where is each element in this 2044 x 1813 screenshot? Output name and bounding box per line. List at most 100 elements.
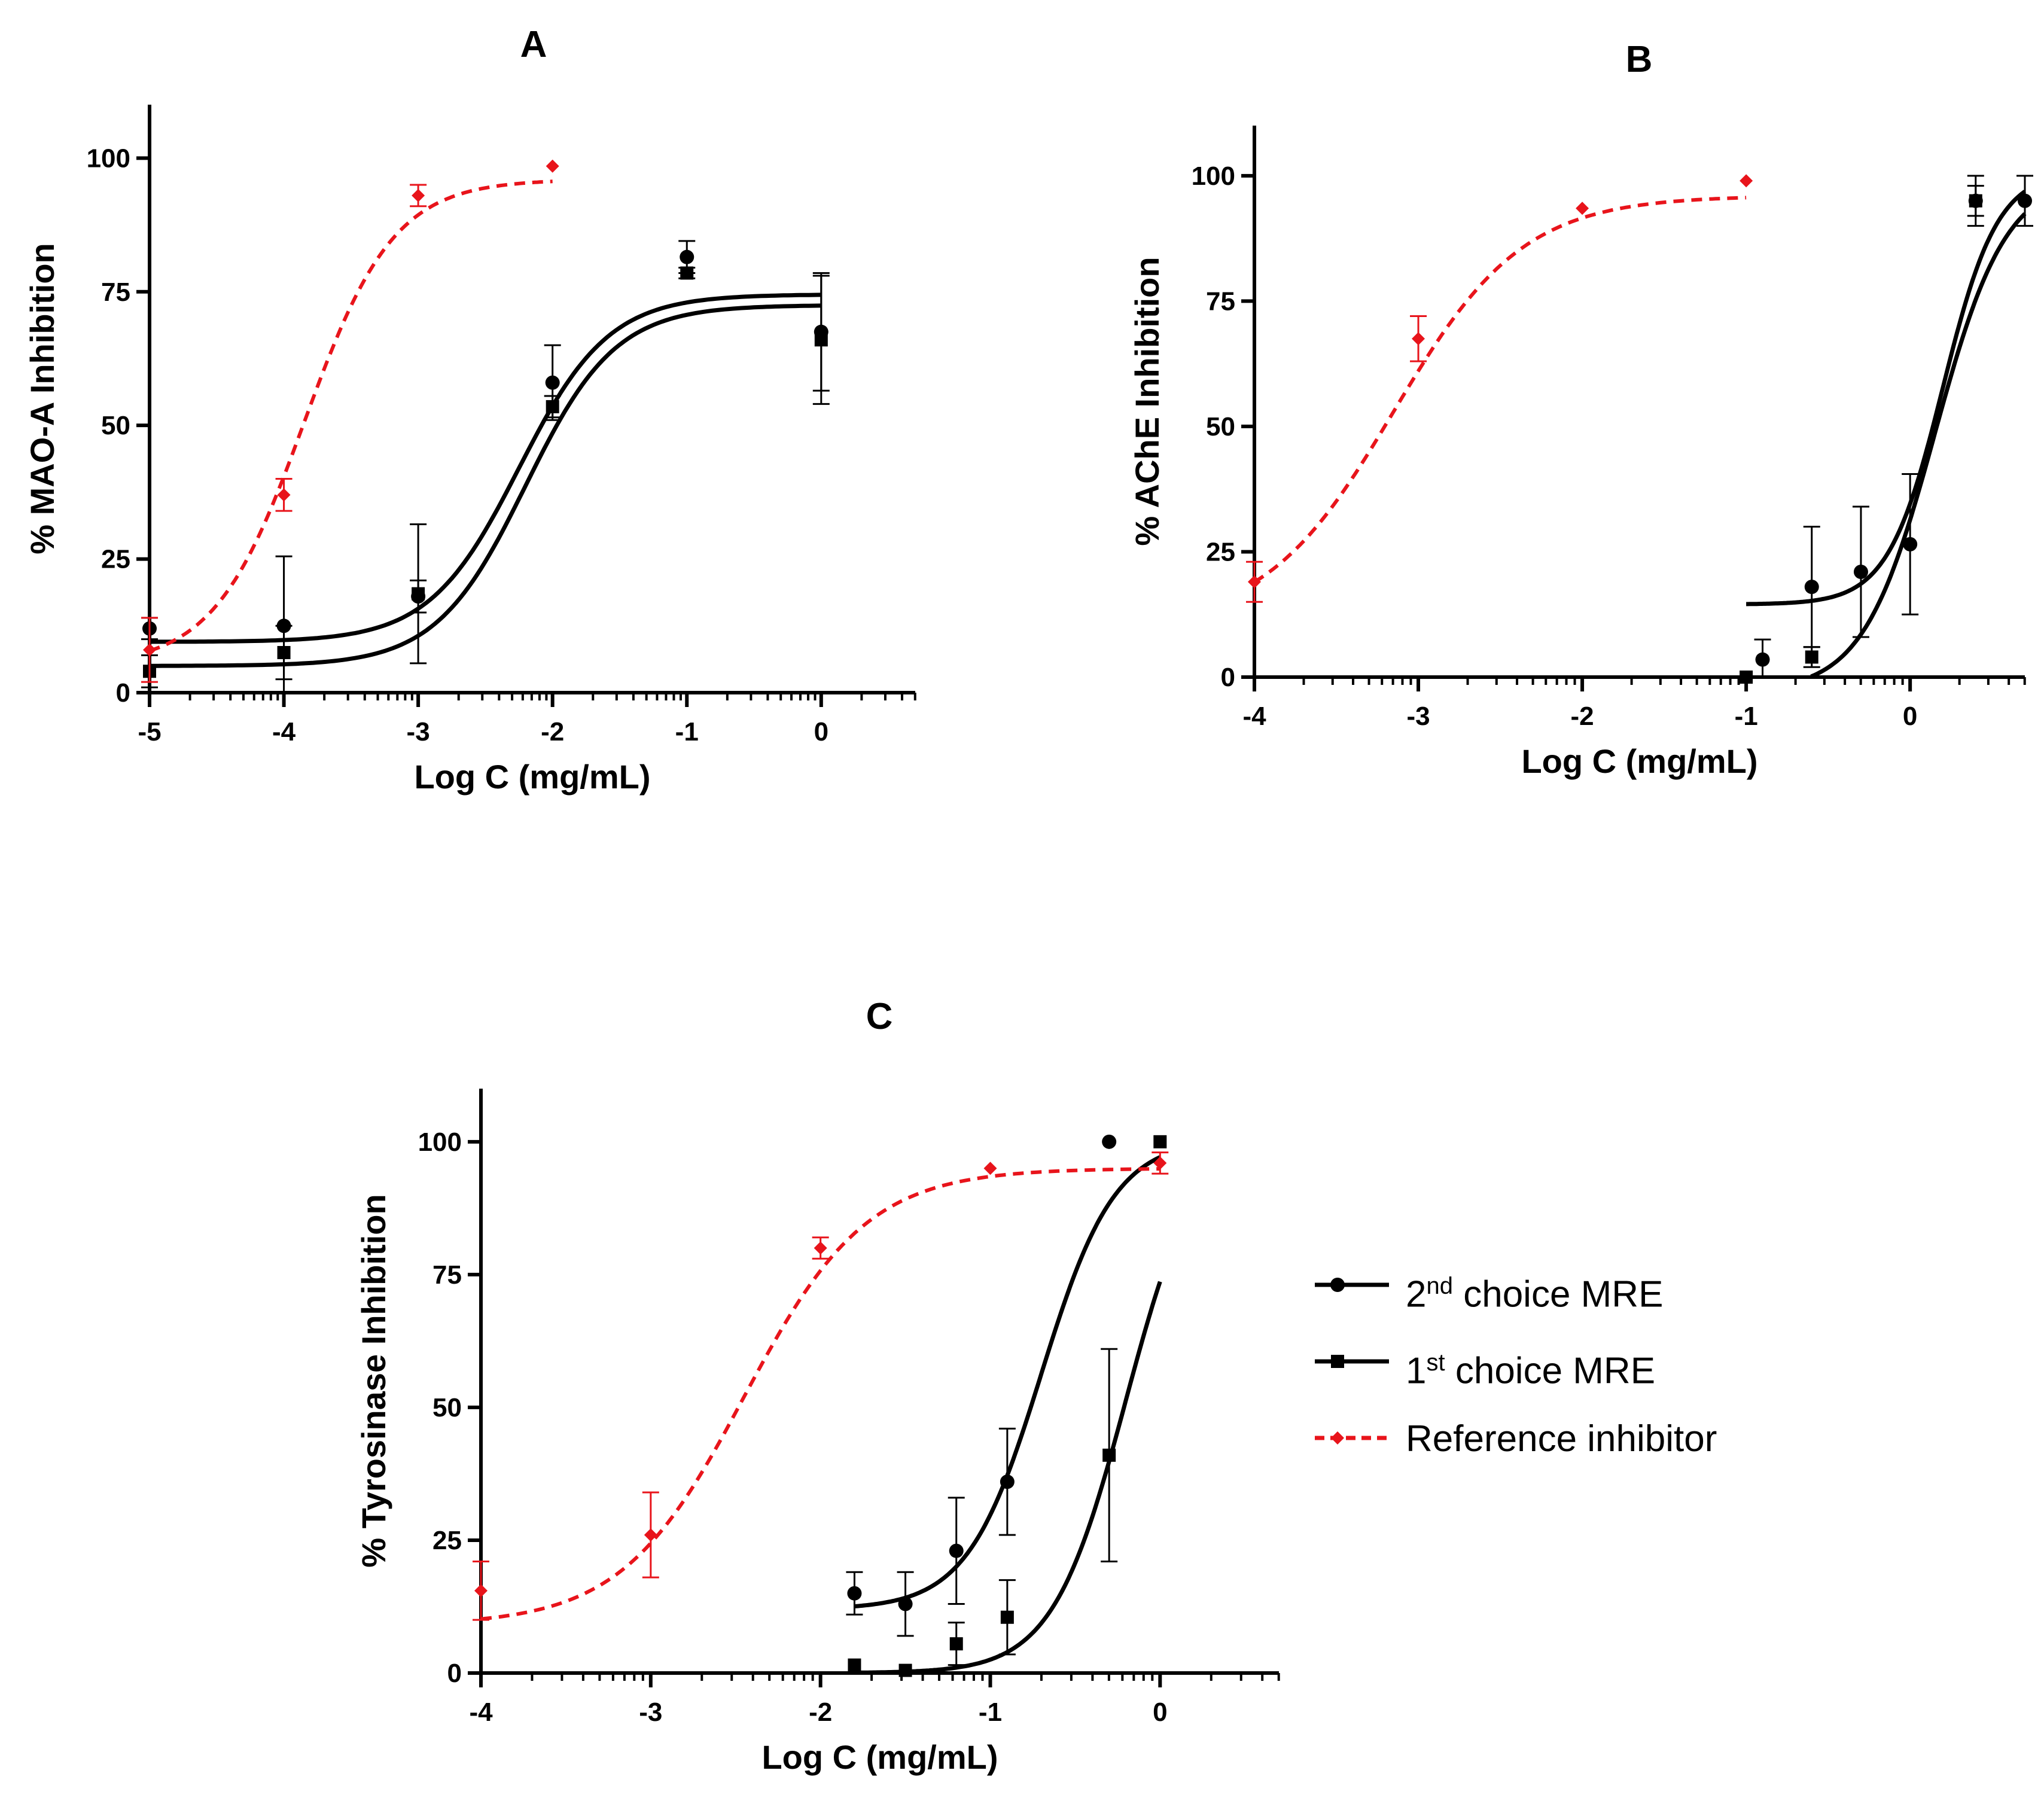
y-tick-label: 50 <box>432 1393 462 1422</box>
fit-curve <box>150 303 821 668</box>
x-tick-label: 0 <box>1153 1698 1167 1727</box>
data-point <box>277 488 291 502</box>
panel-title: B <box>1626 39 1653 80</box>
x-tick-label: -4 <box>272 717 296 746</box>
data-point <box>1102 1134 1117 1149</box>
series-circle <box>141 240 830 694</box>
data-point <box>143 643 156 657</box>
diamond-marker <box>1331 1431 1344 1445</box>
data-point <box>1153 1156 1167 1170</box>
legend-swatch <box>1315 1278 1389 1292</box>
series-square <box>141 266 830 688</box>
x-tick-label: -3 <box>639 1698 662 1727</box>
y-tick-label: 0 <box>116 678 130 708</box>
panel-title: A <box>520 24 547 65</box>
data-point <box>949 1543 964 1558</box>
data-point <box>847 1586 862 1601</box>
legend-label-rest: choice MRE <box>1452 1273 1664 1315</box>
legend-item: 2nd choice MRE <box>1310 1262 1848 1315</box>
legend-label-main: Reference inhibitor <box>1406 1418 1717 1459</box>
y-tick-label: 75 <box>101 278 130 307</box>
data-point <box>949 1637 963 1651</box>
circle-marker <box>1330 1278 1345 1292</box>
x-tick-label: -2 <box>541 717 564 746</box>
legend-label-main: 2 <box>1406 1273 1427 1315</box>
data-point <box>1853 564 1868 579</box>
data-point <box>2018 193 2032 208</box>
legend-label-rest: choice MRE <box>1445 1350 1656 1392</box>
data-point <box>898 1596 913 1611</box>
data-point <box>474 1584 488 1598</box>
chart-panel-a: A 0 25 50 75 100 -5 -4 -3 -2 -1 0 Log C (mg/mL) % MAO… <box>23 24 916 796</box>
square-marker <box>1331 1355 1344 1368</box>
x-tick-label: -2 <box>809 1698 832 1727</box>
x-tick-label: -1 <box>979 1698 1002 1727</box>
legend: 2nd choice MRE 1st choice MRE Reference in… <box>1310 1262 1848 1477</box>
fit-curve <box>149 179 553 653</box>
data-point <box>898 1663 912 1677</box>
series-circle <box>846 1134 1161 1637</box>
panel-title: C <box>866 996 893 1037</box>
fit-curve <box>480 1167 1160 1621</box>
x-tick-label: 0 <box>1903 702 1917 731</box>
legend-swatch <box>1315 1431 1389 1445</box>
y-tick-label: 50 <box>101 411 130 440</box>
y-tick-label: 25 <box>432 1526 462 1555</box>
y-tick-label: 100 <box>418 1128 462 1157</box>
series-circle <box>1746 175 2033 678</box>
data-point <box>412 587 425 601</box>
x-tick-label: -4 <box>469 1698 493 1727</box>
y-tick-label: 100 <box>1192 162 1235 191</box>
data-point <box>1805 650 1818 664</box>
x-tick-label: -1 <box>675 717 699 746</box>
data-point <box>1804 580 1819 595</box>
fit-curve <box>149 292 821 644</box>
legend-label-superscript: st <box>1426 1349 1445 1376</box>
legend-item: 1st choice MRE <box>1310 1339 1848 1392</box>
series-diamond <box>473 1151 1169 1621</box>
series-square <box>1740 185 2027 684</box>
data-point <box>1576 202 1589 215</box>
x-tick-label: 0 <box>814 717 828 746</box>
y-tick-label: 25 <box>101 545 130 574</box>
y-tick-label: 100 <box>87 144 130 173</box>
x-tick-label: -5 <box>138 717 161 746</box>
data-point <box>1412 332 1425 346</box>
chart-panel-b: B 0 25 50 75 100 -4 -3 -2 -1 0 Log C (mg/mL) % AChE … <box>1128 39 2033 780</box>
data-point <box>1755 652 1770 667</box>
legend-label: 1st choice MRE <box>1406 1339 1655 1395</box>
data-point <box>1903 537 1918 551</box>
x-axis-label: Log C (mg/mL) <box>1521 742 1757 780</box>
fit-curve <box>1253 196 1747 584</box>
legend-label: 2nd choice MRE <box>1406 1262 1663 1319</box>
x-axis-label: Log C (mg/mL) <box>761 1738 998 1776</box>
data-point <box>1153 1135 1167 1148</box>
data-point <box>680 249 694 264</box>
legend-label-main: 1 <box>1406 1350 1427 1392</box>
data-point <box>1000 1610 1014 1624</box>
x-tick-label: -2 <box>1571 702 1594 731</box>
data-point <box>680 266 694 280</box>
data-point <box>644 1528 657 1542</box>
series-diamond <box>1246 174 1753 603</box>
data-point <box>1740 174 1753 188</box>
data-point <box>545 375 560 390</box>
y-tick-label: 75 <box>1206 287 1235 316</box>
data-point <box>814 1241 827 1255</box>
x-tick-label: -3 <box>407 717 430 746</box>
legend-label-superscript: nd <box>1426 1273 1453 1299</box>
fit-curve <box>1810 212 2027 679</box>
x-axis-label: Log C (mg/mL) <box>414 758 650 796</box>
y-tick-label: 0 <box>447 1659 462 1688</box>
chart-panel-c: C 0 25 50 75 100 -4 -3 -2 -1 0 Log C (mg/mL) % Tyros… <box>355 996 1280 1776</box>
y-tick-label: 50 <box>1206 412 1235 441</box>
series-diamond <box>141 159 559 683</box>
y-tick-label: 75 <box>432 1260 462 1290</box>
y-axis-label: % MAO-A Inhibition <box>23 243 61 554</box>
data-point <box>412 188 425 202</box>
y-axis-label: % Tyrosinase Inhibition <box>355 1194 392 1567</box>
data-point <box>546 400 559 413</box>
fit-curve <box>1746 190 2027 607</box>
data-point <box>1000 1474 1015 1489</box>
